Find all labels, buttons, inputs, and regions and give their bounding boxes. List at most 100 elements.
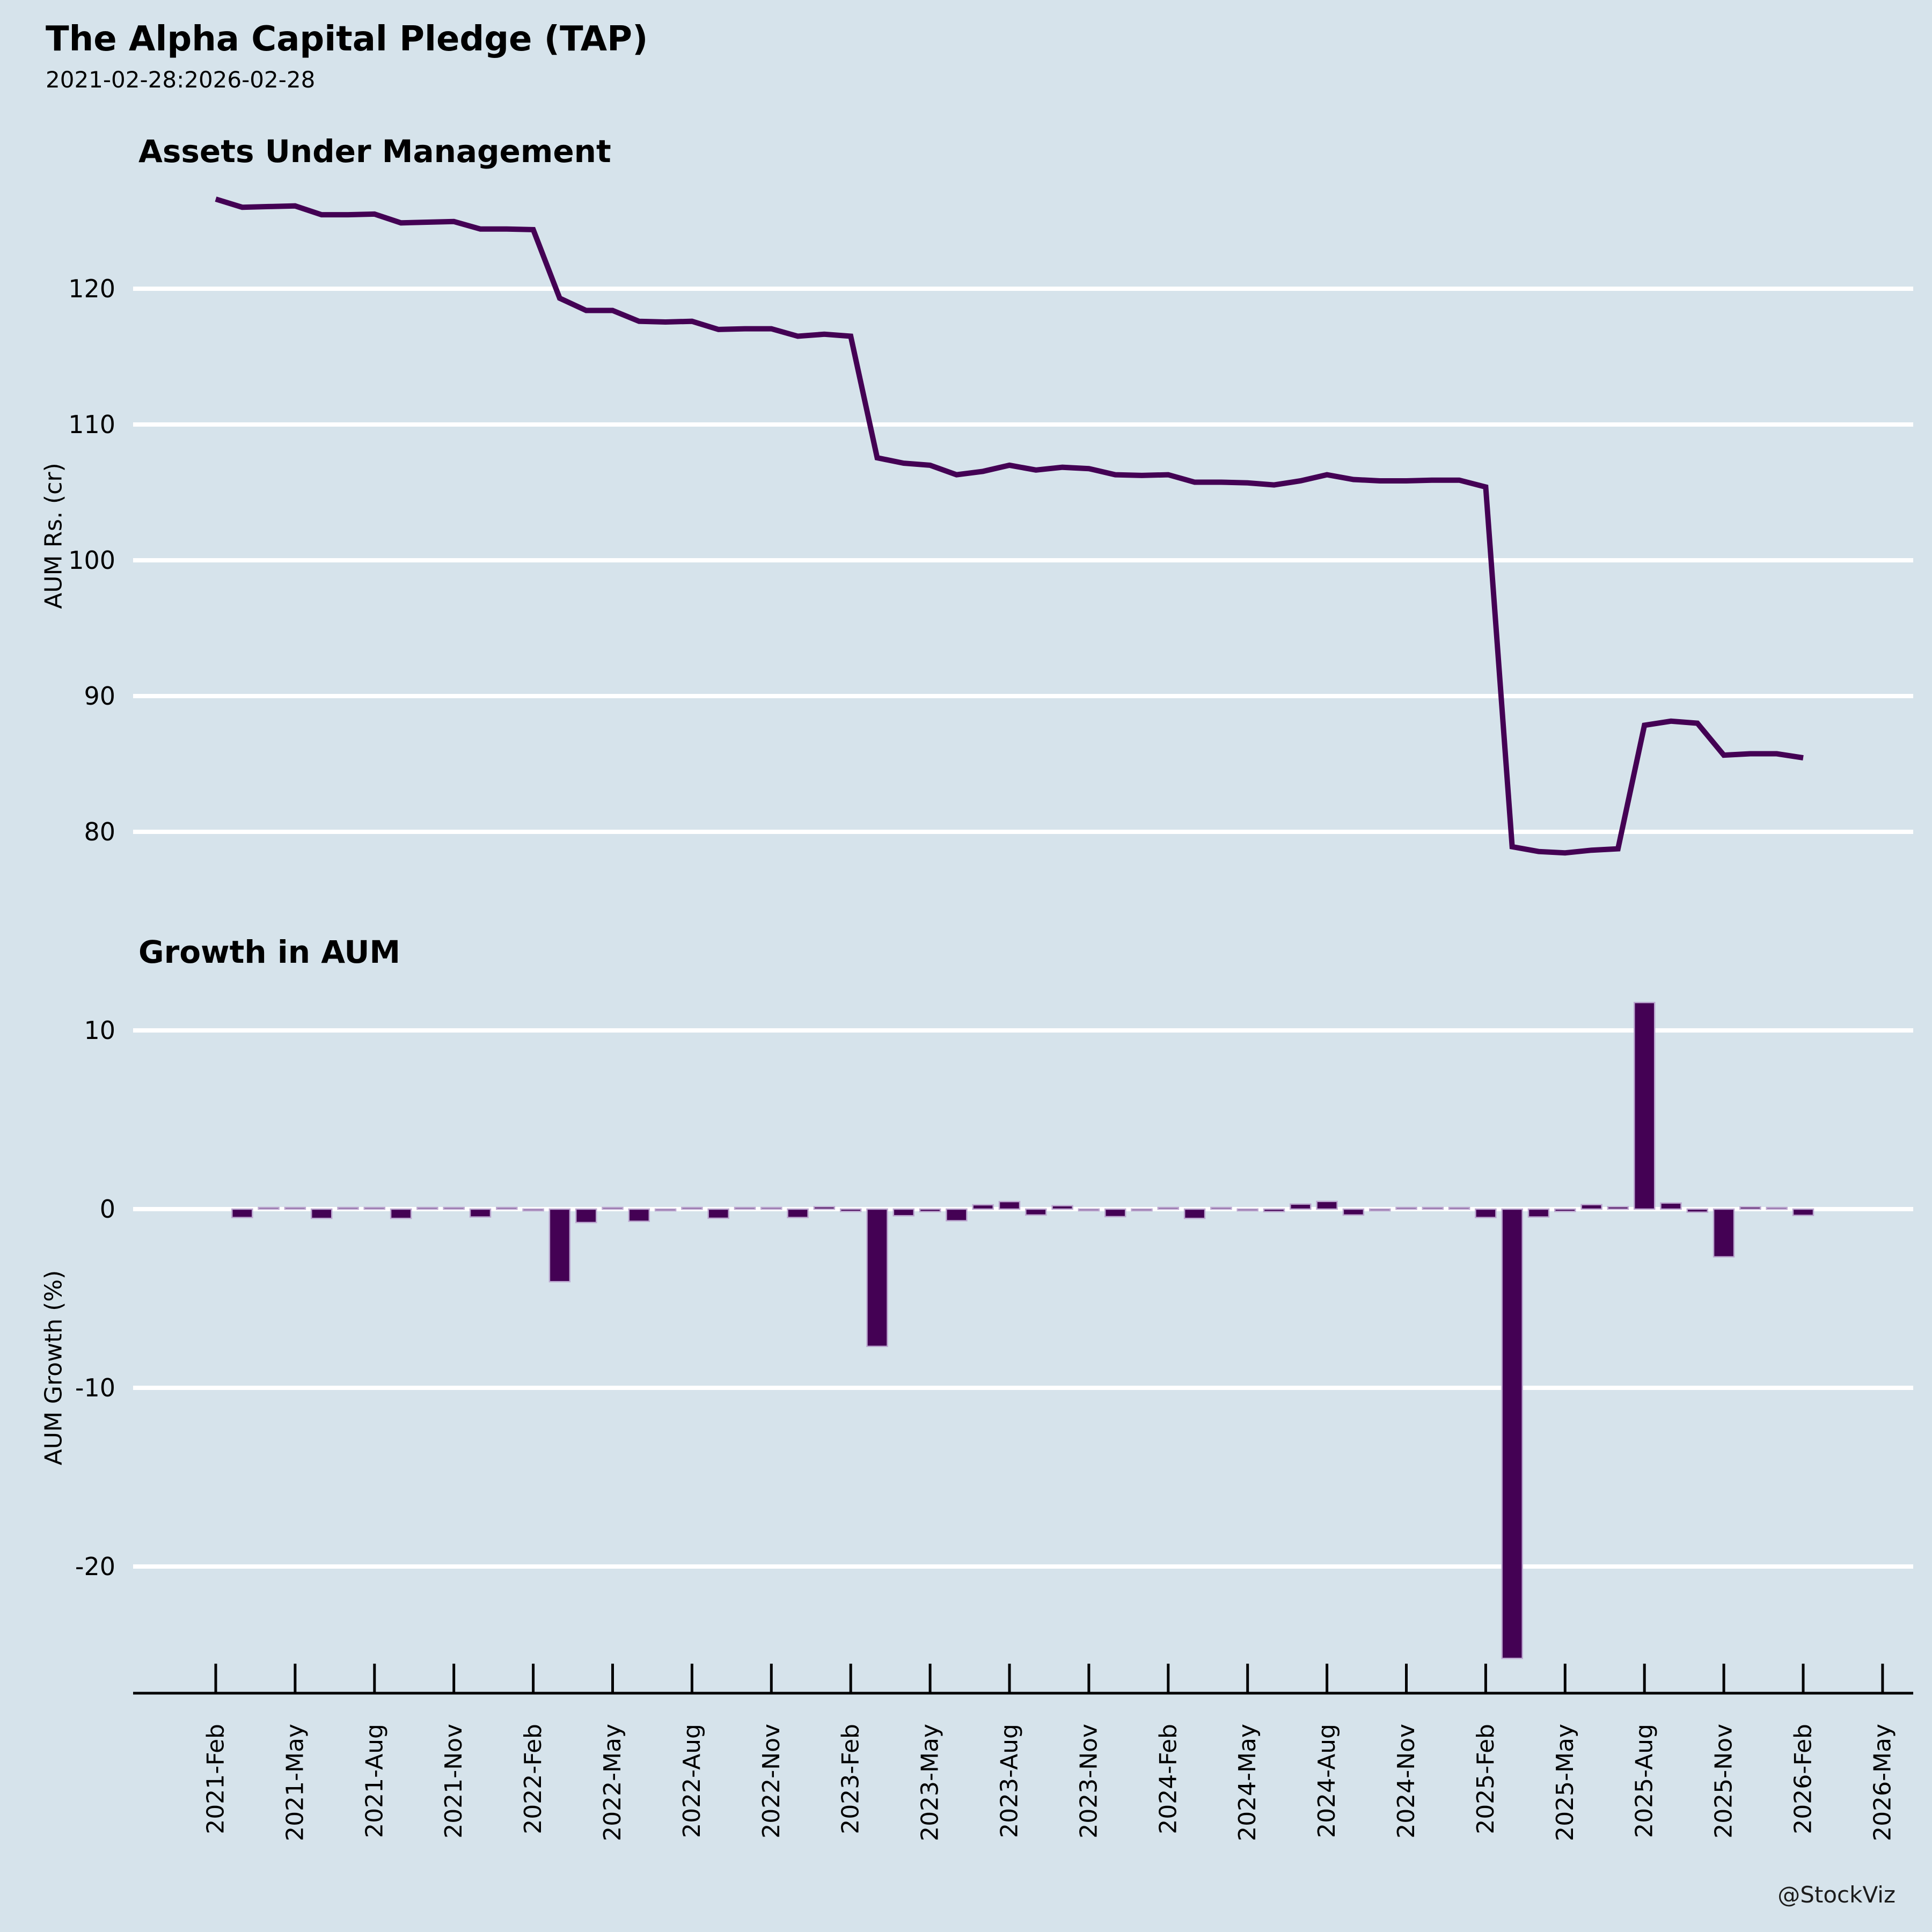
x-tick-label: 2026-Feb xyxy=(1790,1724,1817,1834)
aum-y-tick-label: 110 xyxy=(68,410,115,439)
x-tick-label: 2023-Aug xyxy=(996,1724,1023,1838)
growth-bar xyxy=(1475,1208,1497,1218)
growth-bar xyxy=(1660,1202,1682,1210)
growth-bar xyxy=(1766,1206,1788,1210)
growth-y-tick-label: 0 xyxy=(100,1195,115,1224)
x-tick-label: 2023-Nov xyxy=(1075,1724,1102,1839)
date-range-subtitle: 2021-02-28:2026-02-28 xyxy=(46,67,316,93)
x-tick-label: 2022-Aug xyxy=(678,1724,706,1838)
growth-bar xyxy=(1422,1206,1444,1210)
x-tick-label: 2024-Feb xyxy=(1154,1724,1182,1834)
aum-y-tick-label: 90 xyxy=(84,682,115,711)
growth-bar xyxy=(602,1206,624,1210)
growth-bar xyxy=(258,1206,280,1210)
aum-y-tick-label: 80 xyxy=(84,817,115,846)
x-tick-label: 2022-Feb xyxy=(519,1724,547,1834)
growth-bar xyxy=(1342,1208,1365,1216)
x-tick-label: 2021-Feb xyxy=(202,1724,230,1834)
growth-bar xyxy=(1236,1208,1258,1212)
watermark: @StockViz xyxy=(1777,1882,1896,1908)
x-tick-label: 2022-May xyxy=(599,1724,626,1841)
growth-bar xyxy=(787,1208,809,1218)
growth-bar xyxy=(1686,1208,1709,1213)
growth-bar xyxy=(1316,1201,1338,1210)
growth-bar xyxy=(813,1206,836,1210)
growth-bar xyxy=(1210,1206,1232,1210)
growth-bar xyxy=(628,1208,650,1222)
x-tick-label: 2026-May xyxy=(1869,1724,1896,1841)
growth-bar xyxy=(707,1208,729,1219)
growth-bar xyxy=(681,1206,703,1210)
growth-bar xyxy=(469,1208,492,1218)
growth-bar xyxy=(310,1208,333,1219)
growth-bar xyxy=(548,1208,571,1283)
growth-bar xyxy=(416,1206,438,1210)
growth-bar xyxy=(1263,1208,1285,1212)
growth-bar xyxy=(231,1208,253,1218)
growth-y-axis-label: AUM Growth (%) xyxy=(40,1270,68,1466)
growth-bar xyxy=(1368,1208,1391,1212)
aum-y-tick-label: 120 xyxy=(68,274,115,303)
growth-bar xyxy=(734,1206,756,1210)
aum-y-tick-label: 100 xyxy=(68,546,115,575)
growth-bar xyxy=(496,1206,518,1210)
x-tick-label: 2025-May xyxy=(1552,1724,1579,1841)
growth-bar xyxy=(1157,1206,1180,1210)
growth-bar xyxy=(284,1206,306,1210)
growth-y-tick-label: 10 xyxy=(84,1016,115,1045)
x-tick-label: 2024-Aug xyxy=(1313,1724,1341,1838)
growth-bar xyxy=(998,1201,1021,1210)
growth-bar xyxy=(866,1208,888,1347)
x-tick-label: 2023-May xyxy=(917,1724,944,1841)
growth-bar xyxy=(919,1208,941,1212)
growth-bar xyxy=(1131,1208,1153,1212)
growth-bar xyxy=(1290,1203,1312,1210)
growth-bar xyxy=(363,1206,386,1210)
growth-bar xyxy=(443,1206,465,1210)
growth-bar xyxy=(575,1208,597,1224)
growth-bar xyxy=(1395,1206,1417,1210)
x-tick-label: 2021-May xyxy=(281,1724,309,1841)
x-tick-label: 2021-Nov xyxy=(440,1724,467,1839)
growth-bar xyxy=(1739,1206,1761,1210)
growth-bar xyxy=(1713,1208,1735,1258)
page-title: The Alpha Capital Pledge (TAP) xyxy=(46,19,648,59)
growth-bar xyxy=(1025,1208,1047,1216)
growth-bar xyxy=(1501,1208,1523,1659)
growth-bar xyxy=(892,1208,915,1217)
aum-chart-title: Assets Under Management xyxy=(138,133,611,170)
growth-y-tick-label: -20 xyxy=(75,1552,115,1581)
growth-bar xyxy=(1183,1208,1206,1219)
growth-bar xyxy=(1527,1208,1550,1218)
growth-bar xyxy=(1078,1208,1100,1212)
growth-bar xyxy=(654,1208,677,1212)
growth-bar xyxy=(1104,1208,1126,1218)
growth-bar xyxy=(522,1208,544,1212)
growth-bar xyxy=(1633,1001,1656,1210)
x-tick-label: 2021-Aug xyxy=(361,1724,388,1838)
x-tick-label: 2023-Feb xyxy=(837,1724,865,1834)
x-tick-label: 2025-Nov xyxy=(1710,1724,1738,1839)
x-tick-label: 2025-Aug xyxy=(1631,1724,1658,1838)
growth-bar xyxy=(972,1204,994,1210)
x-tick-label: 2024-May xyxy=(1234,1724,1261,1841)
growth-chart-title: Growth in AUM xyxy=(138,934,401,970)
growth-bar xyxy=(946,1208,968,1221)
aum-y-axis-label: AUM Rs. (cr) xyxy=(40,463,68,609)
growth-bar xyxy=(1448,1206,1470,1210)
growth-bar xyxy=(839,1208,862,1212)
growth-bar xyxy=(1554,1208,1576,1212)
growth-bar xyxy=(1580,1204,1602,1210)
growth-bar xyxy=(337,1206,359,1210)
growth-y-tick-label: -10 xyxy=(75,1373,115,1402)
growth-bar xyxy=(1607,1206,1629,1210)
x-tick-label: 2024-Nov xyxy=(1393,1724,1420,1839)
x-tick-label: 2025-Feb xyxy=(1472,1724,1499,1834)
growth-bar xyxy=(1051,1205,1073,1210)
growth-bar xyxy=(1792,1208,1814,1216)
growth-bar xyxy=(760,1206,782,1210)
x-tick-label: 2022-Nov xyxy=(758,1724,785,1839)
aum-line xyxy=(215,196,1804,856)
